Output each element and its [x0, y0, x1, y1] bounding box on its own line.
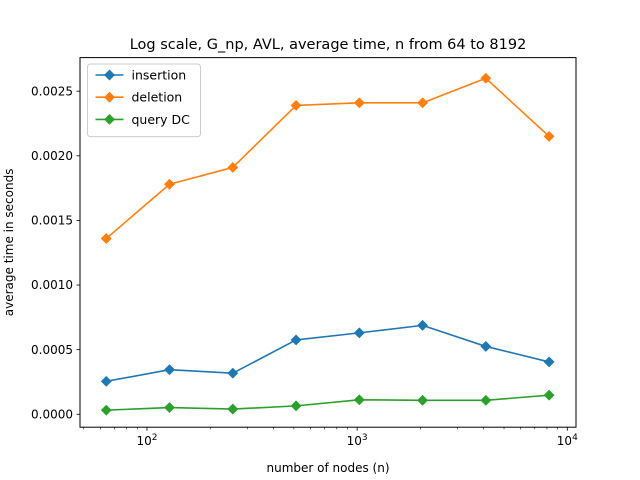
legend-marker-query-dc	[103, 113, 116, 125]
data-point-query-dc	[100, 404, 112, 416]
data-point-query-dc	[480, 394, 492, 406]
x-tick-label-exponent: 3	[362, 433, 368, 443]
data-point-insertion	[100, 375, 112, 387]
legend-label-insertion: insertion	[132, 68, 187, 83]
series-line-query-dc	[106, 394, 550, 411]
data-point-insertion	[353, 327, 365, 339]
data-point-insertion	[290, 334, 302, 346]
chart-title: Log scale, G_np, AVL, average time, n fr…	[130, 37, 527, 53]
x-tick-label: 102	[136, 433, 157, 448]
x-tick-label-base: 10	[136, 434, 151, 448]
x-axis: 102 103 104	[83, 427, 578, 448]
y-axis: 0.0000 0.0005 0.0010 0.0015 0.0020 0.0025	[31, 84, 80, 421]
data-point-deletion	[290, 99, 302, 111]
data-point-deletion	[417, 97, 429, 109]
data-point-deletion	[163, 178, 176, 190]
legend-label-deletion: deletion	[132, 90, 183, 105]
legend-marker-insertion	[103, 69, 116, 81]
x-tick-label-exponent: 4	[572, 433, 578, 443]
x-tick-label-base: 10	[347, 434, 362, 448]
data-point-insertion	[163, 364, 176, 376]
legend-marker-deletion	[103, 91, 116, 103]
data-point-deletion	[100, 232, 112, 245]
y-tick-label: 0.0005	[31, 343, 73, 357]
data-point-deletion	[543, 130, 555, 142]
data-point-insertion	[480, 340, 492, 352]
series-line-insertion	[106, 324, 550, 383]
data-point-insertion	[417, 319, 429, 331]
data-point-query-dc	[353, 394, 365, 406]
data-point-query-dc	[227, 403, 239, 415]
data-point-insertion	[227, 367, 239, 379]
y-tick-label: 0.0015	[31, 214, 73, 228]
x-tick-label-base: 10	[557, 434, 572, 448]
y-tick-label: 0.0025	[31, 84, 73, 98]
y-axis-label: average time in seconds	[2, 169, 16, 317]
y-tick-label: 0.0010	[31, 278, 73, 292]
data-point-deletion	[227, 161, 239, 173]
y-tick-label: 0.0020	[31, 149, 73, 163]
series-line-deletion	[105, 77, 550, 240]
data-point-query-dc	[417, 394, 429, 406]
x-tick-label: 104	[557, 433, 578, 448]
axes-frame	[79, 57, 577, 428]
data-point-query-dc	[163, 402, 176, 414]
legend-box	[87, 63, 201, 138]
y-tick-label: 0.0000	[31, 407, 73, 421]
data-point-insertion	[543, 356, 555, 368]
x-axis-label: number of nodes (n)	[266, 461, 389, 475]
data-point-query-dc	[290, 400, 302, 412]
data-point-deletion	[353, 97, 365, 109]
legend-label-query-dc: query DC	[132, 112, 191, 127]
plot-area	[100, 72, 555, 416]
x-tick-label-exponent: 2	[152, 433, 158, 443]
legend: insertion deletion query DC	[87, 63, 201, 138]
x-tick-label: 103	[347, 433, 368, 448]
data-point-query-dc	[543, 389, 555, 401]
data-point-deletion	[480, 72, 492, 84]
